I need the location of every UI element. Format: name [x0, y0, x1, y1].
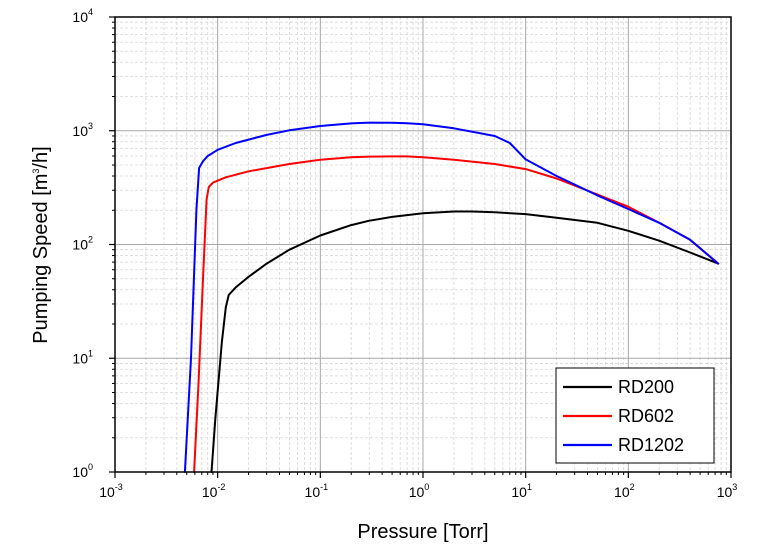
y-tick-base: 10: [72, 9, 88, 25]
legend: RD200 RD602 RD1202: [555, 367, 715, 464]
series-line-rd200: [210, 210, 720, 473]
y-axis-label-base: Pumping Speed [m: [30, 174, 52, 344]
y-tick-exponent: 0: [88, 462, 93, 472]
series-line-rd602: [193, 155, 720, 473]
x-tick-labels: 10-3 10-2 10-1 100 101 102 103: [99, 482, 737, 500]
y-tick-base: 10: [72, 464, 88, 480]
y-tick-exponent: 3: [88, 121, 93, 131]
x-tick-exponent: 0: [424, 482, 429, 492]
legend-label-rd1202: RD1202: [618, 435, 684, 455]
y-tick-base: 10: [72, 123, 88, 139]
y-axis-label-superscript: 3: [31, 169, 41, 174]
legend-label-rd602: RD602: [618, 406, 674, 426]
y-tick-exponent: 1: [88, 348, 93, 358]
series-line-rd1202: [183, 121, 720, 473]
y-tick-label: 103: [72, 121, 93, 139]
x-tick-label: 100: [409, 482, 430, 500]
y-tick-label: 101: [72, 348, 93, 366]
major-grid: [115, 17, 731, 472]
x-tick-base: 10: [99, 484, 115, 500]
y-tick-label: 104: [72, 7, 93, 25]
x-tick-label: 10-1: [305, 482, 329, 500]
y-axis-label-tail: /h]: [30, 146, 52, 168]
y-tick-exponent: 2: [88, 235, 93, 245]
x-tick-exponent: -1: [320, 482, 328, 492]
y-tick-exponent: 4: [88, 7, 93, 17]
y-tick-base: 10: [72, 350, 88, 366]
series-layer: [183, 121, 720, 473]
x-tick-label: 103: [717, 482, 738, 500]
axis-ticks: [109, 16, 732, 478]
x-tick-exponent: -2: [217, 482, 225, 492]
legend-label-rd200: RD200: [618, 377, 674, 397]
x-tick-label: 102: [614, 482, 635, 500]
x-tick-exponent: -3: [115, 482, 123, 492]
x-tick-exponent: 1: [527, 482, 532, 492]
x-tick-exponent: 2: [630, 482, 635, 492]
x-tick-base: 10: [717, 484, 733, 500]
x-tick-base: 10: [202, 484, 218, 500]
y-tick-base: 10: [72, 237, 88, 253]
y-axis-label: Pumping Speed [m3/h]: [30, 146, 52, 343]
y-tick-label: 102: [72, 235, 93, 253]
x-tick-label: 10-3: [99, 482, 123, 500]
x-tick-label: 101: [511, 482, 532, 500]
x-tick-base: 10: [305, 484, 321, 500]
x-tick-base: 10: [614, 484, 630, 500]
x-tick-label: 10-2: [202, 482, 226, 500]
x-tick-base: 10: [511, 484, 527, 500]
y-tick-label: 100: [72, 462, 93, 480]
x-tick-base: 10: [409, 484, 425, 500]
x-tick-exponent: 3: [732, 482, 737, 492]
x-axis-label: Pressure [Torr]: [357, 521, 488, 543]
